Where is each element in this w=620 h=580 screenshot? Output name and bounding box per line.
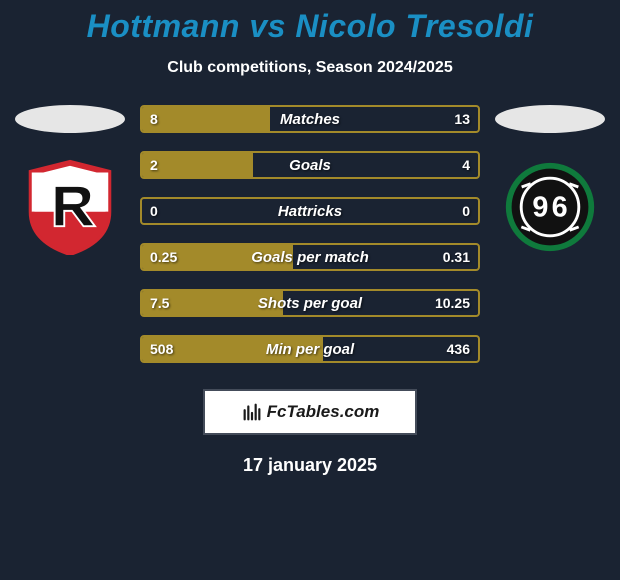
stat-value-right: 13 (454, 107, 470, 131)
stat-row: 7.5Shots per goal10.25 (140, 289, 480, 317)
stat-label: Shots per goal (142, 291, 478, 315)
stat-value-right: 0 (462, 199, 470, 223)
stat-label: Goals (142, 153, 478, 177)
hannover-96-icon: 9 6 (502, 159, 598, 255)
stat-row: 0.25Goals per match0.31 (140, 243, 480, 271)
attribution-text: FcTables.com (267, 402, 380, 422)
stat-value-right: 436 (447, 337, 470, 361)
date-label: 17 january 2025 (0, 455, 620, 476)
stat-row: 0Hattricks0 (140, 197, 480, 225)
subtitle: Club competitions, Season 2024/2025 (0, 59, 620, 77)
stat-value-right: 4 (462, 153, 470, 177)
right-crest: 9 6 (502, 159, 598, 255)
left-crest-column (10, 105, 130, 255)
stat-row: 8Matches13 (140, 105, 480, 133)
right-halo (495, 105, 605, 133)
right-crest-column: 9 6 (490, 105, 610, 255)
stat-label: Goals per match (142, 245, 478, 269)
page-title: Hottmann vs Nicolo Tresoldi (0, 8, 620, 45)
main-row: 8Matches13 2Goals4 0Hattricks0 0.25Goals pe… (0, 105, 620, 363)
stat-value-right: 10.25 (435, 291, 470, 315)
stat-value-right: 0.31 (443, 245, 470, 269)
svg-text:6: 6 (552, 192, 568, 224)
attribution-box: FcTables.com (203, 389, 417, 435)
fctables-logo-icon (241, 401, 263, 423)
stat-bars: 8Matches13 2Goals4 0Hattricks0 0.25Goals pe… (140, 105, 480, 363)
left-halo (15, 105, 125, 133)
comparison-card: Hottmann vs Nicolo Tresoldi Club competi… (0, 0, 620, 476)
stat-label: Hattricks (142, 199, 478, 223)
svg-text:9: 9 (532, 192, 548, 224)
stat-label: Matches (142, 107, 478, 131)
left-crest (22, 159, 118, 255)
stat-label: Min per goal (142, 337, 478, 361)
stat-row: 508Min per goal436 (140, 335, 480, 363)
stat-row: 2Goals4 (140, 151, 480, 179)
jahn-regensburg-icon (22, 159, 118, 255)
